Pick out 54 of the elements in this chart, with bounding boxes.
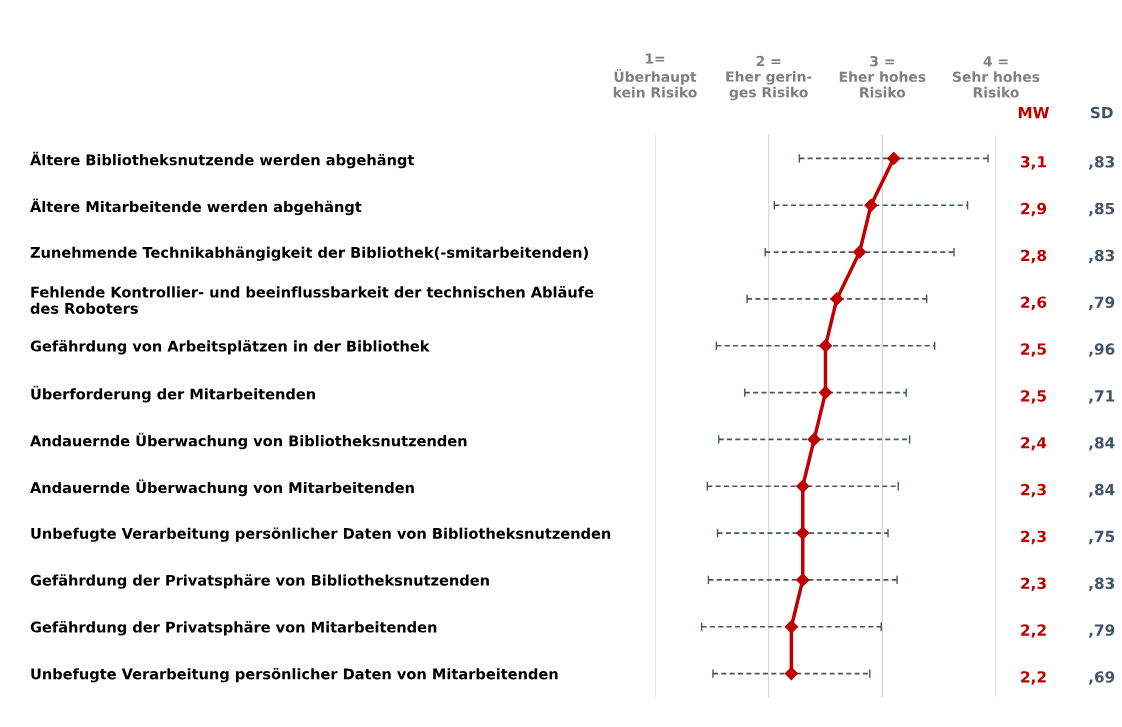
point [853, 245, 867, 259]
data-label: 2,3 [1021, 577, 1046, 591]
text: ,84 [1088, 436, 1115, 451]
point [796, 573, 810, 587]
text: ,79 [1088, 296, 1115, 310]
y-tick-label: Ältere Bibliotheksnutzende werden abgehängt [30, 151, 415, 169]
text: MW [1018, 107, 1050, 119]
data-label: 2,2 [1021, 671, 1046, 685]
point [864, 198, 878, 212]
data-label: 2,8 [1021, 249, 1047, 264]
data-label: 2,3 [1021, 483, 1046, 498]
point [796, 526, 810, 540]
text: ,83 [1088, 155, 1115, 170]
text: ,85 [1088, 202, 1115, 217]
data-label: 2,5 [1021, 343, 1046, 357]
data-label: 2,3 [1021, 530, 1046, 545]
point [784, 666, 798, 681]
text: ,83 [1088, 249, 1115, 264]
point [784, 620, 798, 634]
y-tick-label: Ältere Mitarbeitende werden abgehängt [30, 198, 362, 216]
text: ,69 [1088, 671, 1115, 685]
data-label: 3,1 [1021, 155, 1046, 170]
text: ,96 [1088, 343, 1115, 357]
text: ,83 [1088, 577, 1115, 591]
text: ,75 [1088, 530, 1115, 545]
point [887, 151, 901, 166]
point [818, 385, 833, 400]
y-tick-label: Unbefugte Verarbeitung persönlicher Daten von Mitarbeitenden [31, 667, 558, 683]
y-tick-label: Gefährdung der Privatsphäre von Mitarbeitenden [30, 621, 437, 636]
text: ,84 [1088, 483, 1115, 498]
x-tick-label: 4 = Sehr hohes Risiko [953, 56, 1040, 98]
x-tick-label: 3 = Eher hohes Risiko [839, 55, 926, 98]
data-label: 2,9 [1021, 202, 1047, 217]
point [807, 432, 821, 447]
y-tick-label: Gefährdung von Arbeitsplätzen in der Bibliothek [30, 340, 430, 355]
point [818, 339, 833, 353]
y-tick-label: Andauernde Überwachung von Mitarbeitenden [30, 479, 414, 497]
y-tick-label: Gefährdung der Privatsphäre von Bibliotheksnutzenden [30, 574, 489, 589]
text: SD [1090, 106, 1113, 119]
y-tick-label: Überforderung der Mitarbeitenden [31, 385, 315, 403]
x-tick-label: 1= Überhaupt kein Risiko [613, 53, 697, 98]
x-tick-label: 2 = Eher gerin- ges Risiko [726, 55, 812, 101]
data-label: 2,6 [1021, 296, 1047, 310]
text: ,71 [1088, 390, 1115, 404]
data-label: 2,2 [1021, 624, 1046, 638]
data-label: 2,4 [1021, 436, 1047, 451]
y-tick-label: Unbefugte Verarbeitung persönlicher Daten von Bibliotheksnutzenden [31, 527, 611, 542]
point [796, 479, 810, 493]
y-tick-label: Zunehmende Technikabhängigkeit der Bibliothek(-smitarbeitenden) [30, 246, 588, 261]
point [830, 292, 844, 306]
y-tick-label: Fehlende Kontrollier- und beeinflussbarkeit der technischen Abläufe des Roboters [30, 286, 594, 314]
text: ,79 [1088, 624, 1115, 638]
y-tick-label: Andauernde Überwachung von Bibliotheksnutzenden [30, 432, 467, 450]
data-label: 2,5 [1021, 390, 1046, 404]
